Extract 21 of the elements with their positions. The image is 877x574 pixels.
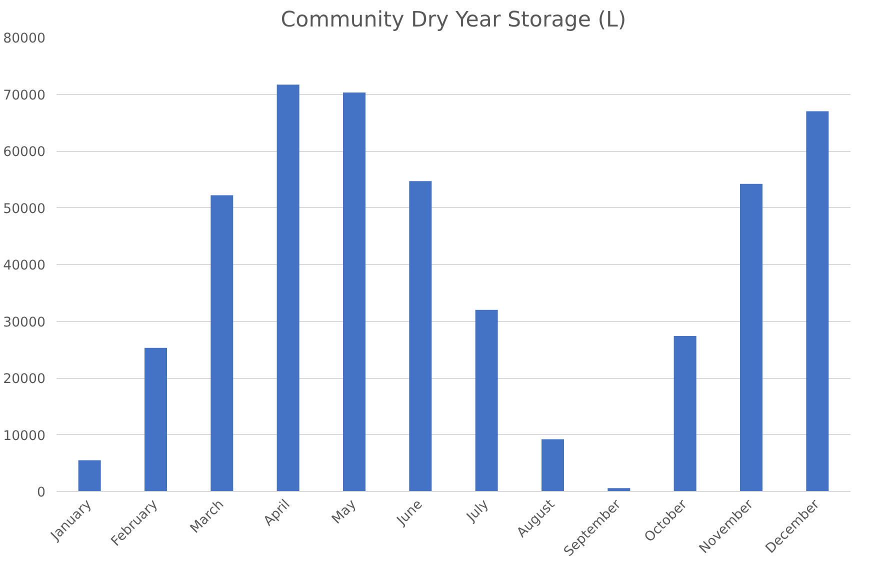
y-tick-label: 70000: [3, 88, 46, 104]
bar: [78, 460, 101, 492]
bar: [475, 310, 498, 492]
bar: [276, 84, 300, 492]
chart-title: Community Dry Year Storage (L): [280, 8, 626, 32]
bar: [144, 348, 167, 492]
y-tick-label: 10000: [3, 428, 46, 444]
y-tick-label: 0: [37, 486, 46, 500]
y-tick-label: 20000: [3, 372, 46, 387]
bar: [409, 181, 432, 492]
y-tick-label: 30000: [3, 315, 46, 330]
bar: [343, 92, 366, 492]
bar: [806, 111, 829, 492]
bar: [674, 336, 696, 492]
y-tick-label: 60000: [3, 145, 46, 160]
bar: [210, 195, 234, 492]
bar: [740, 184, 762, 492]
y-tick-label: 50000: [3, 202, 46, 217]
y-tick-label: 40000: [3, 258, 46, 274]
y-tick-label: 80000: [3, 32, 46, 46]
bar: [542, 439, 564, 492]
